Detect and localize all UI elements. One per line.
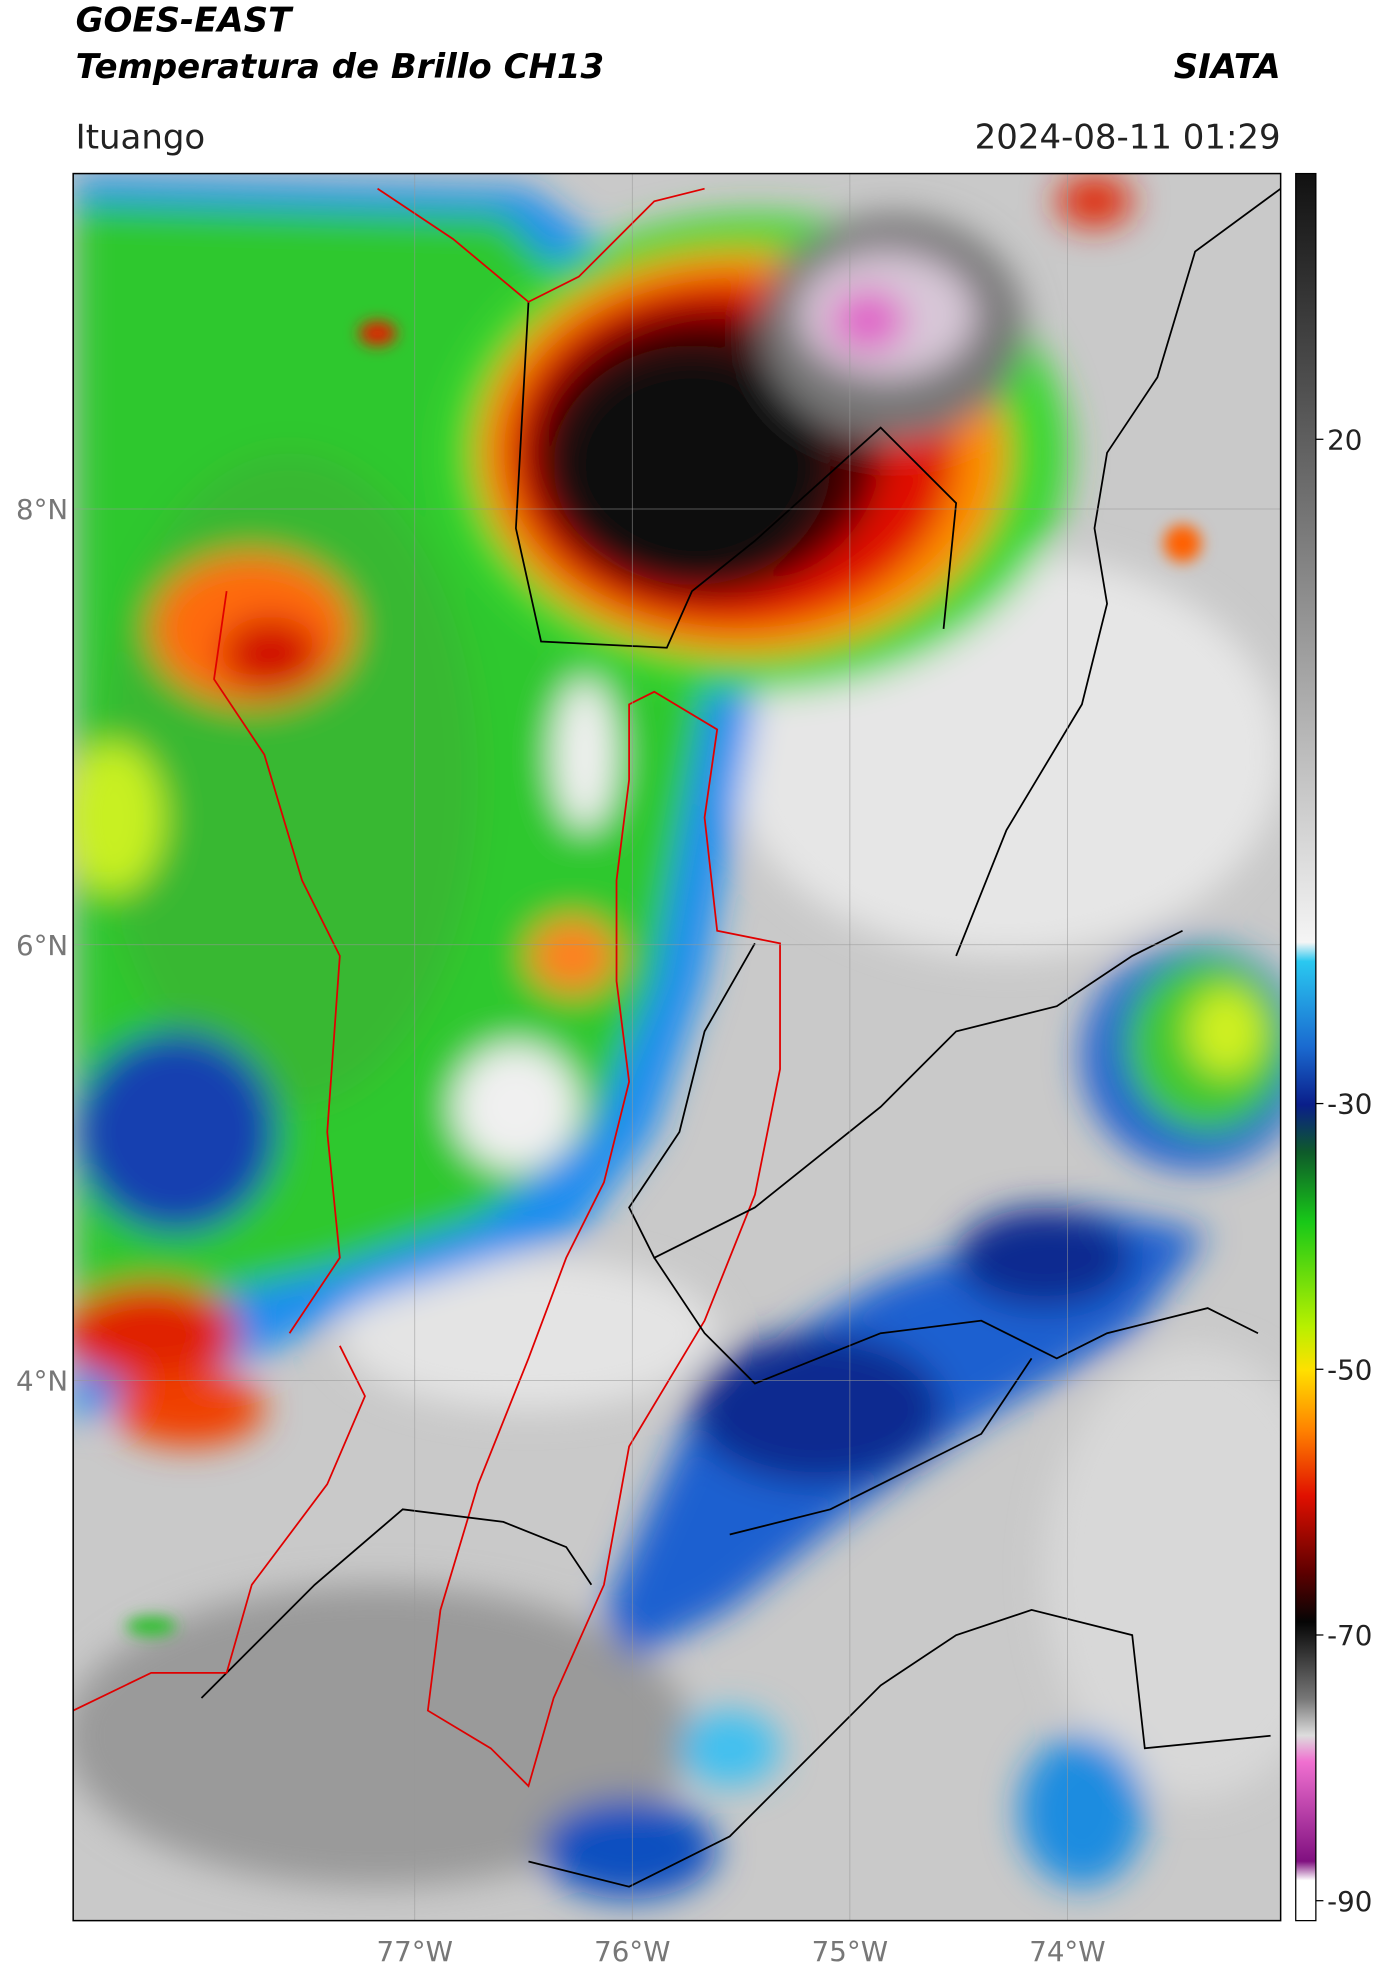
datetime: 2024-08-11 01:29: [975, 117, 1281, 157]
lat-tick-label: 8°N: [16, 493, 68, 526]
lon-tick-label: 76°W: [594, 1935, 670, 1968]
colorbar-tick-label: -30: [1327, 1088, 1372, 1121]
colorbar-tick-label: -90: [1327, 1885, 1372, 1918]
colorbar: [1295, 172, 1317, 1922]
map-frame: [72, 172, 1282, 1922]
subtitle: Temperatura de Brillo CH13: [76, 47, 604, 87]
lon-tick-label: 77°W: [377, 1935, 453, 1968]
title: GOES-EAST: [76, 0, 294, 40]
lat-tick-label: 4°N: [16, 1364, 68, 1397]
brand: SIATA: [1174, 47, 1281, 87]
lon-tick-label: 74°W: [1029, 1935, 1105, 1968]
colorbar-tick-label: -50: [1327, 1353, 1372, 1386]
satellite-image: [73, 173, 1281, 1921]
region: Ituango: [76, 117, 206, 157]
colorbar-tick-label: 20: [1327, 423, 1362, 456]
lon-tick-label: 75°W: [812, 1935, 888, 1968]
colorbar-tick-label: -70: [1327, 1619, 1372, 1652]
graticule: [73, 173, 1281, 1921]
lat-tick-label: 6°N: [16, 929, 68, 962]
